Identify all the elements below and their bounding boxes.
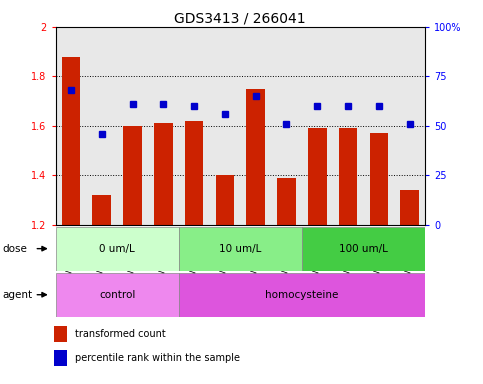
Bar	[364, 27, 394, 225]
Bar	[277, 178, 296, 225]
Bar	[148, 27, 179, 225]
Text: percentile rank within the sample: percentile rank within the sample	[75, 353, 240, 362]
Bar	[55, 326, 67, 342]
Bar	[123, 126, 142, 225]
Bar	[302, 27, 333, 225]
Bar	[302, 227, 425, 271]
Bar	[179, 227, 302, 271]
Title: GDS3413 / 266041: GDS3413 / 266041	[174, 12, 306, 26]
Bar	[86, 27, 117, 225]
Text: transformed count: transformed count	[75, 329, 166, 339]
Bar	[240, 27, 271, 225]
Text: 10 um/L: 10 um/L	[219, 243, 261, 254]
Text: homocysteine: homocysteine	[265, 290, 339, 300]
Bar	[369, 133, 388, 225]
Text: 100 um/L: 100 um/L	[339, 243, 388, 254]
Bar	[400, 190, 419, 225]
Text: 0 um/L: 0 um/L	[99, 243, 135, 254]
Text: control: control	[99, 290, 135, 300]
Bar	[56, 27, 86, 225]
Bar	[333, 27, 364, 225]
Bar	[210, 27, 240, 225]
Bar	[215, 175, 234, 225]
Bar	[56, 227, 179, 271]
Bar	[271, 27, 302, 225]
Bar	[56, 273, 179, 317]
Bar	[117, 27, 148, 225]
Bar	[55, 349, 67, 366]
Bar	[179, 273, 425, 317]
Bar	[394, 27, 425, 225]
Bar	[154, 123, 172, 225]
Bar	[92, 195, 111, 225]
Bar	[339, 128, 357, 225]
Text: agent: agent	[2, 290, 32, 300]
Text: dose: dose	[2, 243, 28, 254]
Bar	[62, 56, 80, 225]
Bar	[185, 121, 203, 225]
Bar	[179, 27, 210, 225]
Bar	[246, 89, 265, 225]
Bar	[308, 128, 327, 225]
